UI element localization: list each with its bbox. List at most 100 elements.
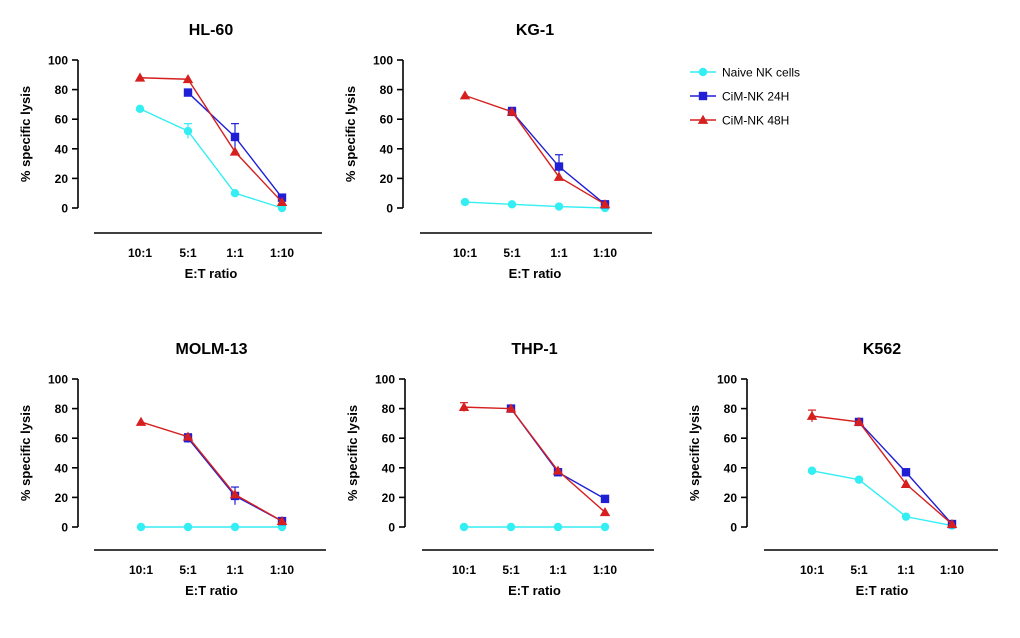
data-point (807, 466, 817, 475)
y-tick-label: 80 (380, 83, 394, 97)
data-point (230, 132, 240, 142)
y-tick-label: 100 (375, 373, 395, 387)
data-point (229, 146, 241, 156)
data-point (183, 522, 193, 532)
series-line (464, 201, 606, 209)
data-point (230, 522, 240, 532)
data-point (135, 104, 145, 114)
x-tick-label: 5:1 (503, 246, 521, 260)
x-tick-label: 1:1 (550, 246, 568, 260)
series-line (510, 408, 606, 500)
y-tick-label: 60 (380, 113, 394, 127)
series-naive (135, 104, 287, 213)
y-tick-label: 60 (724, 432, 738, 446)
x-tick-label: 1:1 (226, 246, 244, 260)
y-tick-label: 40 (382, 461, 396, 475)
data-point (900, 478, 912, 488)
panel-k562: K562 0 20 40 60 80 100 % specific lysis 10:1 5:1 1… (687, 341, 998, 598)
data-point (458, 401, 470, 412)
series-line (463, 406, 606, 513)
data-point (901, 512, 911, 521)
panel-kg-1: KG-1 0 20 40 60 80 100 % specific lysis 10:1 5:1 1… (343, 22, 652, 281)
y-tick-label: 0 (730, 521, 737, 535)
series-h24 (854, 417, 957, 529)
series-h48 (135, 416, 288, 525)
legend-label: CiM-NK 48H (722, 114, 789, 128)
y-tick-label: 0 (388, 521, 395, 535)
x-tick-label: 1:10 (270, 246, 294, 260)
y-axis-label: % specific lysis (18, 405, 33, 501)
legend-label: Naive NK cells (722, 66, 800, 80)
series-h48 (134, 72, 288, 206)
x-axis-label: E:T ratio (508, 583, 561, 598)
panel-hl-60: HL-60 0 20 40 60 80 100 % specific lysis 10:1 5:1… (18, 22, 322, 281)
x-axis-label: E:T ratio (185, 583, 238, 598)
y-tick-label: 0 (386, 202, 393, 216)
x-tick-label: 10:1 (453, 246, 477, 260)
x-tick-label: 10:1 (800, 563, 824, 577)
data-point (552, 465, 564, 475)
y-tick-label: 20 (380, 172, 394, 186)
series-h48 (458, 401, 611, 517)
data-point (276, 515, 288, 525)
legend-item-naive: Naive NK cells (690, 66, 800, 80)
y-tick-label: 100 (717, 373, 737, 387)
series-h24 (183, 433, 287, 526)
series-h48 (806, 409, 958, 528)
series-naive (807, 466, 957, 530)
data-point (230, 189, 240, 198)
legend-item-h48: CiM-NK 48H (690, 114, 789, 128)
data-point (460, 197, 470, 207)
series-naive (459, 522, 610, 532)
x-tick-label: 1:10 (270, 563, 294, 577)
data-point (182, 74, 194, 84)
y-axis-label: % specific lysis (343, 86, 358, 182)
x-axis-label: E:T ratio (856, 583, 909, 598)
y-tick-label: 0 (61, 521, 68, 535)
legend-marker (697, 114, 709, 124)
legend-label: CiM-NK 24H (722, 90, 789, 104)
legend-marker (698, 67, 708, 77)
y-tick-label: 60 (55, 432, 69, 446)
y-tick-label: 40 (380, 142, 394, 156)
series-line (464, 94, 606, 205)
y-axis-label: % specific lysis (345, 405, 360, 501)
data-point (506, 522, 516, 532)
series-h48 (459, 90, 611, 209)
x-tick-label: 5:1 (850, 563, 868, 577)
data-point (136, 522, 146, 532)
y-tick-label: 0 (61, 202, 68, 216)
legend-marker (698, 91, 708, 101)
y-tick-label: 20 (382, 491, 396, 505)
data-point (600, 522, 610, 532)
panel-thp-1: THP-1 0 20 40 60 80 100 % specific lysis 10:1 5:1… (345, 341, 654, 598)
data-point (505, 403, 517, 413)
data-point (854, 475, 864, 484)
x-tick-label: 10:1 (129, 563, 153, 577)
series-h24 (507, 106, 610, 209)
y-tick-label: 80 (382, 402, 396, 416)
x-tick-label: 1:1 (549, 563, 567, 577)
x-axis-label: E:T ratio (185, 266, 238, 281)
x-tick-label: 1:1 (897, 563, 915, 577)
x-tick-label: 5:1 (502, 563, 520, 577)
y-axis-label: % specific lysis (687, 405, 702, 501)
y-tick-label: 20 (55, 172, 69, 186)
series-naive (136, 522, 287, 532)
data-point (276, 196, 288, 206)
data-point (507, 200, 517, 209)
series-line (811, 470, 953, 527)
data-point (946, 518, 958, 528)
data-point (806, 410, 818, 420)
y-tick-label: 60 (382, 432, 396, 446)
series-h24 (506, 404, 610, 504)
data-point (901, 468, 911, 477)
data-point (229, 489, 241, 499)
y-axis-label: % specific lysis (18, 86, 33, 182)
x-tick-label: 10:1 (452, 563, 476, 577)
y-tick-label: 60 (55, 113, 69, 127)
x-tick-label: 5:1 (179, 563, 197, 577)
panel-title: K562 (863, 341, 901, 358)
data-point (183, 126, 193, 136)
